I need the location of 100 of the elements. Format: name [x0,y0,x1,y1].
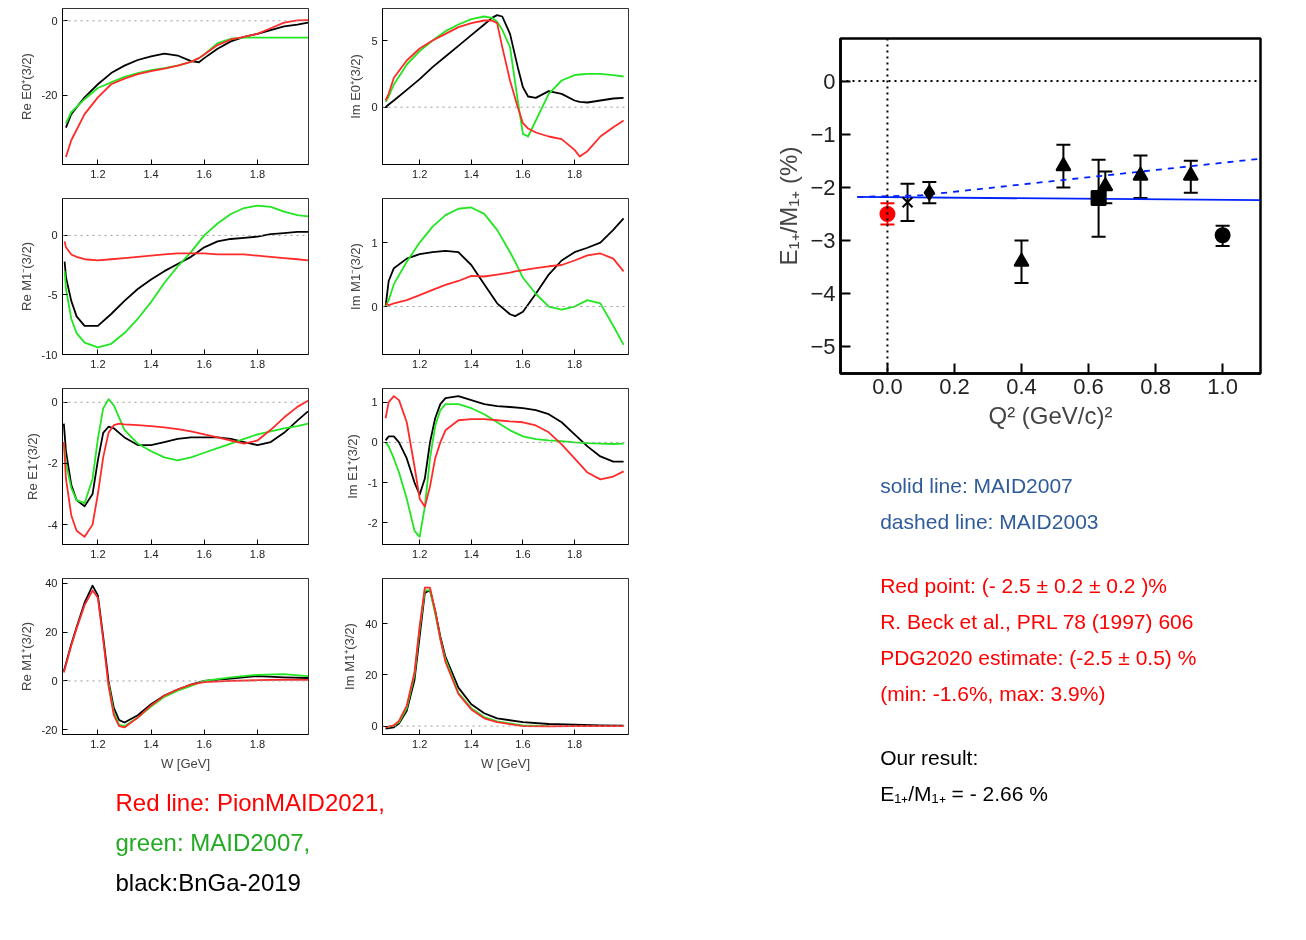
x-tick-label: 1.8 [566,357,583,370]
y-tick-label: -1 [367,476,378,489]
line-series [107,673,309,728]
x-tick-label: 0.4 [1006,373,1037,399]
x-tick-label: 1.8 [566,167,583,180]
line-series [63,240,309,262]
x-tick-label: 0.8 [1140,373,1171,399]
line-series [384,15,625,138]
y-tick-label: 40 [365,617,378,630]
y-tick-label: -4 [47,518,58,531]
x-axis-title: W [GeV] [480,755,531,771]
x-tick-label: 1.8 [249,167,266,180]
text: R. Beck et al., PRL 78 (1997) 606 [880,609,1194,633]
line-series [384,19,625,158]
text: solid line: MAID2007 [880,473,1073,497]
text: (min: -1.6%, max: 3.9%) [880,681,1106,705]
x-tick-label: 1.2 [90,357,106,370]
y-tick-label: -10 [41,348,58,361]
y-tick-label: 0 [371,436,378,449]
x-tick-label: 1.6 [196,167,212,180]
y-tick-label: 1 [371,396,378,409]
x-tick-label: 1.0 [1207,373,1238,399]
text: Red line: PionMAID2021, [115,788,385,816]
y-tick-label: 0 [51,229,58,242]
y-axis-title: Re E1⁺(3/2) [24,433,40,500]
x-tick-label: 1.4 [143,547,159,560]
x-tick-label: 1.6 [196,547,212,560]
x-tick-label: 1.4 [463,357,479,370]
x-tick-label: 1.6 [515,737,531,750]
y-tick-label: 20 [45,626,58,639]
y-tick-label: 5 [371,34,378,47]
y-tick-label: 0 [51,14,58,27]
x-tick-label: 1.8 [566,737,583,750]
line-series [65,21,309,129]
x-tick-label: 1.2 [90,547,106,560]
text: dashed line: MAID2003 [880,509,1099,533]
y-axis-title: Im M1⁻(3/2) [348,243,364,310]
y-tick-label: 40 [45,577,58,590]
x-tick-label: 1.6 [196,737,212,750]
text: E₁₊/M₁₊ = - 2.66 % [880,781,1048,805]
x-axis-title: W [GeV] [160,755,211,771]
x-tick-label: 1.4 [463,167,479,180]
text: green: MAID2007, [115,828,311,856]
line-series [65,19,309,158]
x-tick-label: 1.8 [249,547,266,560]
y-tick-label: −1 [810,121,836,147]
x-tick-label: 1.4 [463,737,479,750]
y-tick-label: -2 [367,516,378,529]
x-tick-label: 1.8 [566,547,583,560]
x-tick-label: 0.6 [1073,373,1104,399]
y-axis-title: Re M1⁺(3/2) [18,621,34,692]
y-tick-label: -20 [41,89,58,102]
y-tick-label: -5 [47,288,58,301]
y-tick-label: −3 [810,228,836,254]
x-tick-label: 1.8 [249,737,266,750]
x-tick-label: 0.0 [872,373,903,399]
y-tick-label: 1 [371,236,378,249]
line-series [62,399,309,538]
line-series [384,206,625,346]
text: black:BnGa-2019 [115,868,301,896]
line-series [384,14,625,109]
y-axis-title: Im M1⁺(3/2) [342,623,358,690]
x-tick-label: 1.6 [515,167,531,180]
x-tick-label: 1.2 [90,167,106,180]
y-axis-title: Re M1⁻(3/2) [18,241,34,312]
y-tick-label: −5 [810,334,836,360]
x-tick-label: 1.6 [196,357,212,370]
y-axis-title: E₁₊/M₁₊ (%) [775,146,803,266]
x-tick-label: 1.4 [143,357,159,370]
y-tick-label: 0 [51,396,58,409]
y-axis-title: Re E0⁺(3/2) [18,53,34,120]
y-tick-label: 0 [371,101,378,114]
x-tick-label: 1.6 [515,357,531,370]
text: Our result: [880,745,979,769]
x-tick-label: 1.8 [249,357,266,370]
x-tick-label: 0.2 [939,373,970,399]
x-tick-label: 1.4 [143,737,159,750]
y-axis-title: Im E0⁺(3/2) [348,54,364,119]
x-tick-label: 1.2 [412,167,428,180]
y-tick-label: -20 [41,723,58,736]
y-tick-label: 0 [371,300,378,313]
y-axis-title: Im E1⁺(3/2) [344,434,360,499]
y-tick-label: 0 [371,720,378,733]
x-tick-label: 1.2 [412,737,428,750]
line-series [384,403,625,538]
y-tick-label: -2 [47,457,58,470]
y-tick-label: 0 [51,674,58,687]
y-tick-label: 0 [823,68,836,94]
x-tick-label: 1.6 [515,547,531,560]
x-tick-label: 1.2 [412,547,428,560]
y-tick-label: −4 [810,281,836,307]
line-series [63,204,309,349]
line-series [384,252,625,307]
text: Red point: (- 2.5 ± 0.2 ± 0.2 )% [880,573,1168,597]
y-tick-label: 20 [365,668,378,681]
y-tick-label: −2 [810,174,836,200]
x-tick-label: 1.4 [463,547,479,560]
x-tick-label: 1.2 [90,737,106,750]
x-tick-label: 1.2 [412,357,428,370]
text: PDG2020 estimate: (-2.5 ± 0.5) % [880,645,1197,669]
